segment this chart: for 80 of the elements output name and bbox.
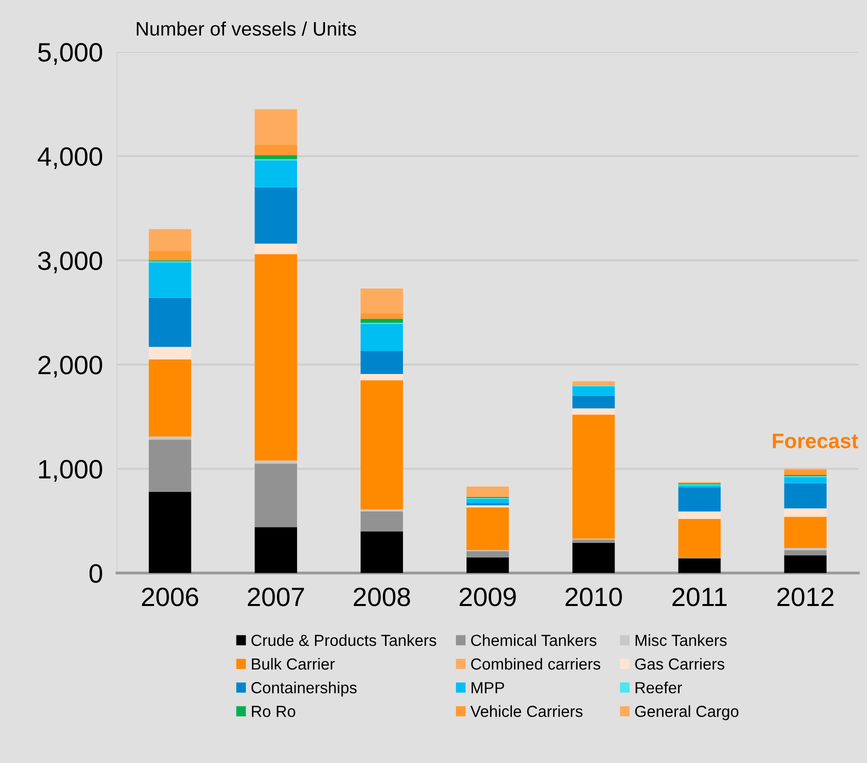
bar	[784, 508, 827, 517]
bar	[784, 555, 827, 574]
bar	[254, 187, 298, 244]
bar	[148, 346, 192, 360]
legend-label: Crude & Products Tankers	[251, 634, 436, 646]
bar	[678, 485, 721, 488]
bar	[784, 550, 827, 556]
bar	[360, 351, 403, 374]
bar	[360, 374, 403, 380]
bar	[360, 509, 403, 512]
bar	[678, 512, 721, 519]
bar	[572, 542, 615, 574]
bar	[678, 558, 721, 574]
bar	[466, 486, 509, 497]
legend-label: Ro Ro	[252, 706, 296, 718]
bar	[678, 518, 721, 558]
chart-subtitle: Number of vessels / Units	[136, 21, 356, 36]
y-tick-label: 1,000	[39, 460, 102, 482]
legend-label: Misc Tankers	[636, 634, 727, 646]
x-tick-label: 2011	[672, 588, 727, 606]
bar	[254, 460, 298, 464]
bar	[148, 440, 192, 492]
bar	[148, 359, 192, 436]
bar	[572, 381, 615, 386]
bar	[360, 380, 403, 510]
y-tick-label: 3,000	[38, 251, 102, 274]
legend-label: MPP	[472, 682, 504, 694]
bar	[784, 483, 827, 508]
legend-label: Chemical Tankers	[471, 634, 596, 646]
x-tick-label: 2008	[354, 588, 410, 606]
legend-label: Reefer	[636, 682, 682, 694]
legend-label: Bulk Carrier	[252, 658, 335, 670]
bar	[148, 436, 192, 440]
bar	[254, 144, 298, 156]
bar	[360, 318, 403, 323]
x-tick-label: 2009	[460, 588, 516, 606]
bar	[148, 250, 192, 260]
bar	[148, 262, 192, 298]
bar	[572, 414, 615, 539]
legend-label: Combined carriers	[471, 658, 600, 670]
bar	[148, 229, 192, 251]
bar	[254, 155, 298, 160]
bar	[360, 512, 403, 532]
bar	[254, 109, 298, 145]
legend-label: Containerships	[251, 682, 357, 697]
y-tick-label: 4,000	[38, 147, 102, 170]
annotation: Forecast	[772, 434, 858, 448]
y-tick-label: 0	[90, 564, 102, 583]
bar	[360, 531, 403, 574]
bar	[572, 386, 615, 396]
x-tick-label: 2012	[777, 588, 834, 606]
bar	[572, 408, 615, 415]
bar	[254, 464, 298, 528]
bar	[254, 254, 298, 460]
bar	[784, 470, 827, 476]
bar	[254, 160, 298, 188]
y-tick-label: 5,000	[38, 43, 102, 65]
legend-label: General Cargo	[635, 705, 738, 720]
bar	[148, 492, 192, 574]
bar	[360, 324, 403, 352]
bar	[360, 313, 403, 319]
bar	[360, 288, 403, 314]
bar	[254, 527, 298, 574]
bar	[466, 551, 509, 558]
legend-label: Gas Carriers	[635, 658, 724, 670]
bar	[466, 557, 509, 574]
bar	[678, 488, 721, 512]
x-tick-label: 2006	[142, 588, 198, 606]
legend-label: Vehicle Carriers	[470, 705, 582, 718]
x-tick-label: 2007	[248, 588, 304, 606]
bar	[148, 298, 192, 347]
bar	[784, 477, 827, 484]
bar	[466, 507, 509, 550]
bar	[572, 396, 615, 408]
x-tick-label: 2010	[566, 588, 622, 606]
bar	[572, 540, 615, 543]
bar	[254, 244, 298, 254]
bar	[466, 499, 509, 504]
bar	[784, 516, 827, 548]
y-tick-label: 2,000	[38, 356, 102, 378]
